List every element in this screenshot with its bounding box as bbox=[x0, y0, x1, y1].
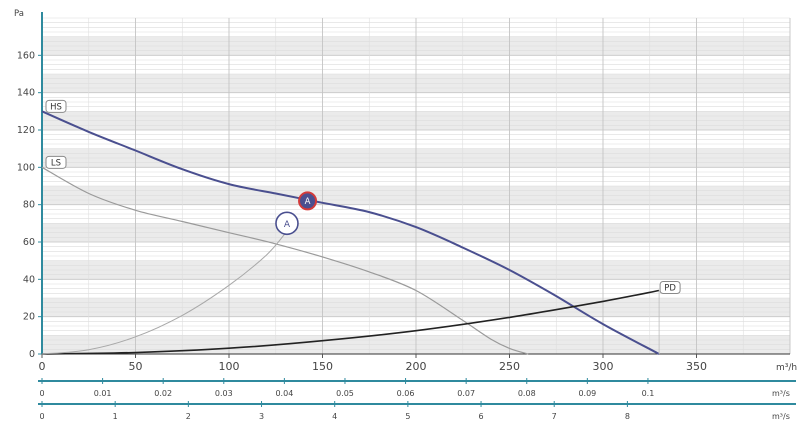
secondary-tick-label: 0.01 bbox=[94, 389, 112, 398]
x-tick-label: 0 bbox=[39, 360, 46, 373]
secondary-axis-unit: m³/s bbox=[772, 389, 790, 398]
y-tick-label: 80 bbox=[23, 200, 35, 211]
x-tick-label: 350 bbox=[686, 360, 707, 373]
secondary-tick-label: 6 bbox=[478, 412, 483, 421]
secondary-tick-label: 1 bbox=[113, 412, 118, 421]
operating-point-marker[interactable] bbox=[298, 191, 318, 211]
secondary-tick-label: 0.05 bbox=[336, 389, 354, 398]
secondary-tick-label: 0.1 bbox=[642, 389, 655, 398]
y-tick-label: 60 bbox=[23, 237, 35, 248]
series-pd-line bbox=[41, 289, 660, 355]
secondary-tick-label: 3 bbox=[259, 412, 264, 421]
series-pd-label-box bbox=[659, 281, 681, 295]
y-tick-label: 160 bbox=[17, 50, 35, 61]
x-axis-label: m³/h bbox=[776, 363, 797, 373]
y-tick-label: 100 bbox=[17, 162, 35, 173]
secondary-tick-label: 7 bbox=[552, 412, 557, 421]
x-tick-label: 50 bbox=[129, 360, 143, 373]
secondary-tick-label: 0.06 bbox=[397, 389, 415, 398]
x-tick-label: 300 bbox=[593, 360, 614, 373]
series-hs-label-text: HS bbox=[50, 102, 62, 112]
x-tick-label: 250 bbox=[499, 360, 520, 373]
reference-point-label: A bbox=[284, 220, 291, 230]
series-hs-line bbox=[41, 110, 660, 355]
x-tick-label: 200 bbox=[406, 360, 427, 373]
y-axis-label: Pa bbox=[14, 9, 24, 19]
reference-point-marker[interactable] bbox=[275, 211, 299, 236]
y-tick-label: 20 bbox=[23, 312, 35, 323]
secondary-tick-label: 0 bbox=[39, 412, 44, 421]
secondary-tick-label: 4 bbox=[332, 412, 337, 421]
secondary-tick-label: 0.04 bbox=[275, 389, 293, 398]
series-ls-label-text: LS bbox=[51, 158, 61, 168]
x-tick-label: 150 bbox=[312, 360, 333, 373]
secondary-tick-label: 0 bbox=[39, 389, 44, 398]
secondary-tick-label: 5 bbox=[405, 412, 410, 421]
secondary-tick-label: 0.02 bbox=[154, 389, 172, 398]
secondary-tick-label: 8 bbox=[625, 412, 630, 421]
secondary-tick-label: 0.07 bbox=[457, 389, 475, 398]
y-tick-label: 40 bbox=[23, 274, 35, 285]
series-ls-line bbox=[41, 166, 529, 355]
operating-point-label: A bbox=[305, 197, 311, 207]
secondary-tick-label: 2 bbox=[186, 412, 191, 421]
secondary-tick-label: 0.09 bbox=[578, 389, 596, 398]
series-pd-label-text: PD bbox=[664, 284, 676, 294]
x-tick-label: 100 bbox=[219, 360, 240, 373]
series-hs-label-box bbox=[45, 99, 67, 113]
secondary-tick-label: 0.08 bbox=[518, 389, 536, 398]
y-tick-label: 0 bbox=[29, 349, 35, 360]
y-tick-label: 120 bbox=[17, 125, 35, 136]
y-tick-label: 140 bbox=[17, 88, 35, 99]
series-ls-label-box bbox=[45, 155, 67, 169]
series-system-curve-line bbox=[41, 233, 286, 355]
secondary-tick-label: 0.03 bbox=[215, 389, 233, 398]
secondary-axis-unit: m³/s bbox=[772, 412, 790, 421]
